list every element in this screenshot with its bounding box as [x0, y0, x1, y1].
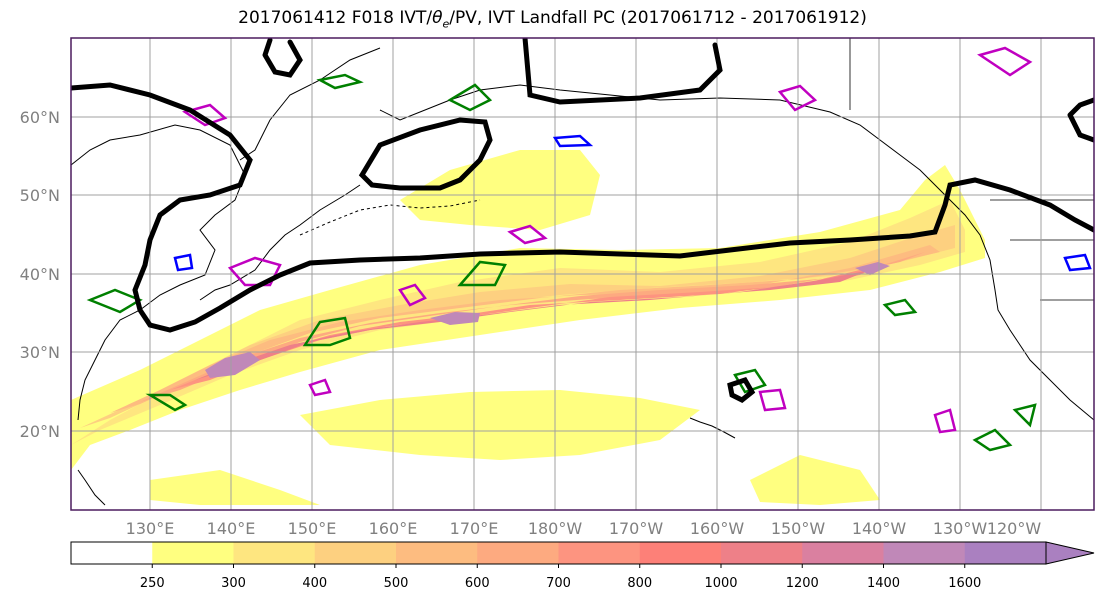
- lon-label: 160°W: [690, 519, 745, 538]
- lon-label: 150°W: [771, 519, 826, 538]
- map-frame: [70, 37, 1095, 511]
- lon-label: 150°E: [288, 519, 337, 538]
- theta-contour: [507, 224, 548, 245]
- ivt-band-250-north: [400, 150, 600, 230]
- lat-label: 20°N: [20, 422, 60, 441]
- theta-contour: [758, 388, 787, 412]
- coastline-hawaii: [689, 417, 736, 439]
- ivt-core-west: [205, 352, 260, 378]
- pv-contour: [302, 316, 352, 347]
- colorbar-tick-label: 600: [465, 576, 490, 591]
- colorbar-segment: [721, 542, 803, 564]
- colorbar-segment: [802, 542, 884, 564]
- ivt-core-mid: [430, 312, 480, 325]
- colorbar-tick-label: 1600: [948, 576, 981, 591]
- pc-contour-hawaii: [727, 376, 756, 403]
- lon-label: 170°E: [450, 519, 499, 538]
- colorbar-tick-label: 500: [384, 576, 409, 591]
- colorbar-segment: [233, 542, 316, 564]
- ivt-band-250-south: [300, 390, 700, 460]
- colorbar-segment: [477, 542, 559, 564]
- pc-contour-top2: [522, 38, 723, 105]
- pc-contour-top: [262, 38, 303, 78]
- colorbar-segment: [558, 542, 641, 564]
- colorbar-tick-label: 1000: [704, 576, 737, 591]
- colorbar-segment: [314, 542, 397, 564]
- pc-contour-north: [358, 117, 493, 191]
- lat-label: 50°N: [20, 186, 60, 205]
- theta-contour: [552, 134, 594, 148]
- coastline-kamchatka: [239, 47, 381, 161]
- map-area: [71, 38, 1094, 510]
- pv-contour: [972, 428, 1013, 452]
- theta-contour: [1063, 253, 1092, 272]
- coastline-alaska: [379, 84, 1094, 421]
- colorbar-tick-label: 300: [221, 576, 246, 591]
- colorbar-segment: [639, 542, 722, 564]
- theta-contour: [933, 408, 957, 434]
- ivt-band-600: [140, 252, 925, 402]
- pc-contour-east: [1067, 97, 1094, 143]
- lon-label: 170°W: [609, 519, 664, 538]
- pv-contour: [733, 368, 767, 394]
- lon-label: 180°W: [528, 519, 583, 538]
- theta-contour: [777, 84, 818, 112]
- colorbar-tick-label: 250: [140, 576, 165, 591]
- coastline-asia: [71, 124, 246, 421]
- colorbar-segment: [152, 542, 234, 564]
- latitude-labels: 60°N 50°N 40°N 30°N 20°N: [20, 108, 60, 441]
- lon-label: 130°E: [126, 519, 175, 538]
- colorbar-tick-label: 1200: [786, 576, 819, 591]
- colorbar-segments: [71, 542, 1047, 564]
- coastline-taiwan: [77, 469, 106, 506]
- theta-contour: [398, 283, 427, 307]
- coastline-aleutians: [299, 199, 481, 236]
- plot-title: 2017061412 F018 IVT/θe/PV, IVT Landfall …: [238, 8, 867, 31]
- ivt-band-250: [71, 165, 985, 470]
- coastline-korea-japan: [199, 184, 361, 301]
- colorbar-segment: [964, 542, 1047, 564]
- colorbar-segment: [396, 542, 478, 564]
- ivt-core-east: [855, 262, 890, 275]
- pv-contour: [447, 83, 493, 112]
- lon-label: 160°E: [369, 519, 418, 538]
- theta-e-contours: [173, 46, 1092, 434]
- colorbar-segment: [71, 542, 153, 564]
- theta-contour: [182, 103, 228, 127]
- pc-contour-main: [71, 82, 1094, 333]
- lat-label: 30°N: [20, 343, 60, 362]
- lon-label: 120°W: [987, 519, 1042, 538]
- pv-contours: [86, 73, 1037, 452]
- theta-contour: [173, 253, 194, 272]
- pv-contour: [316, 73, 364, 90]
- longitude-labels: 130°E 140°E 150°E 160°E 170°E 180°W 170°…: [126, 519, 1042, 538]
- ivt-band-250-west: [150, 470, 320, 505]
- graticule: [71, 38, 1094, 510]
- colorbar: 250 300 400 500 600 700 800 1000 1200 1400 1600: [70, 541, 1095, 591]
- theta-contour: [977, 46, 1033, 77]
- coastlines: [71, 38, 1094, 506]
- lat-label: 40°N: [20, 265, 60, 284]
- pv-contour: [145, 393, 188, 412]
- lon-label: 140°W: [852, 519, 907, 538]
- lat-label: 60°N: [20, 108, 60, 127]
- theta-contour: [308, 378, 332, 397]
- colorbar-segment: [883, 542, 966, 564]
- colorbar-tick-label: 800: [627, 576, 652, 591]
- ivt-band-250-se: [750, 455, 880, 505]
- colorbar-tick-label: 700: [546, 576, 571, 591]
- pv-contour: [882, 298, 918, 317]
- lon-label: 140°E: [207, 519, 256, 538]
- pc-contours: [71, 38, 1094, 403]
- lon-label: 130°W: [933, 519, 988, 538]
- colorbar-tick-label: 1400: [867, 576, 900, 591]
- colorbar-ticks: 250 300 400 500 600 700 800 1000 1200 1400 1600: [140, 564, 981, 591]
- colorbar-tick-label: 400: [302, 576, 327, 591]
- pv-contour: [1012, 403, 1037, 428]
- colorbar-extend-arrow: [1045, 541, 1095, 565]
- pv-contour: [457, 260, 507, 287]
- ivt-shading: [71, 150, 985, 505]
